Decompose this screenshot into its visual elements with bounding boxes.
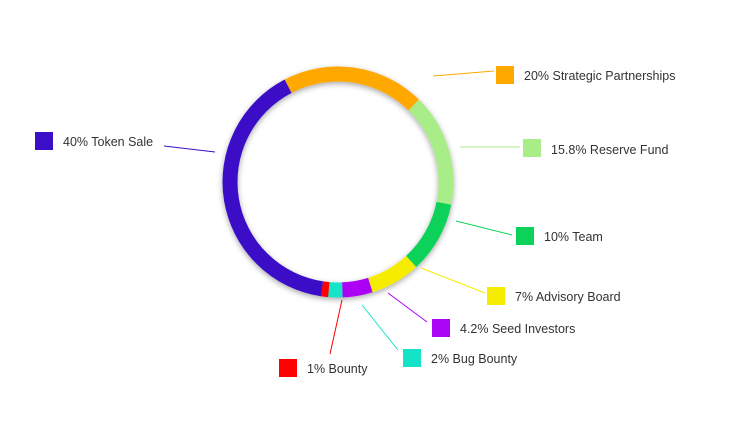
slice-20-strategic-partnerships <box>284 66 419 111</box>
leader-line-1-bounty <box>329 299 343 355</box>
leader-line-4-2-seed-investors <box>387 292 428 323</box>
slice-4-2-seed-investors <box>341 277 373 298</box>
legend-label-1-bounty: 1% Bounty <box>307 362 368 376</box>
legend-label-10-team: 10% Team <box>544 230 603 244</box>
legend-label-15-8-reserve-fund: 15.8% Reserve Fund <box>551 143 668 157</box>
legend-swatch-2-bug-bounty <box>403 349 421 367</box>
legend-swatch-1-bounty <box>279 359 297 377</box>
slice-40-token-sale <box>222 79 324 297</box>
slice-15-8-reserve-fund <box>408 99 454 205</box>
slice-10-team <box>405 201 452 267</box>
donut-ring <box>222 66 454 298</box>
leader-line-40-token-sale <box>163 145 216 153</box>
legend-label-7-advisory-board: 7% Advisory Board <box>515 290 621 304</box>
legend-swatch-20-strategic-partnerships <box>496 66 514 84</box>
legend-label-4-2-seed-investors: 4.2% Seed Investors <box>460 322 575 336</box>
callout-legend: 40% Token Sale 20% Strategic Partnerships… <box>35 66 675 377</box>
leader-lines <box>163 70 520 355</box>
leader-line-2-bug-bounty <box>361 304 399 351</box>
legend-label-40-token-sale: 40% Token Sale <box>63 135 153 149</box>
slice-1-bounty <box>320 281 330 298</box>
legend-swatch-10-team <box>516 227 534 245</box>
legend-label-2-bug-bounty: 2% Bug Bounty <box>431 352 518 366</box>
legend-swatch-4-2-seed-investors <box>432 319 450 337</box>
leader-line-20-strategic-partnerships <box>432 70 495 77</box>
legend-swatch-40-token-sale <box>35 132 53 150</box>
legend-label-20-strategic-partnerships: 20% Strategic Partnerships <box>524 69 675 83</box>
legend-swatch-7-advisory-board <box>487 287 505 305</box>
legend-swatch-15-8-reserve-fund <box>523 139 541 157</box>
slice-7-advisory-board <box>367 255 417 293</box>
leader-line-10-team <box>455 220 513 236</box>
leader-line-7-advisory-board <box>420 267 486 294</box>
